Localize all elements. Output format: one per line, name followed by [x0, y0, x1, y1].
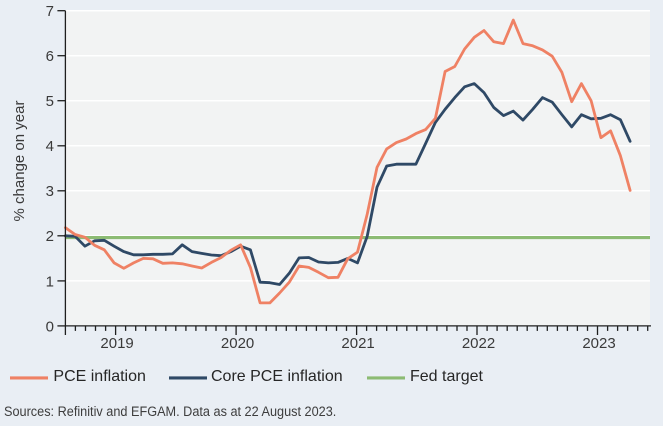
svg-text:2022: 2022 [462, 335, 495, 352]
svg-text:Core PCE inflation: Core PCE inflation [211, 368, 343, 385]
svg-text:2: 2 [46, 228, 54, 245]
svg-text:1: 1 [46, 273, 54, 290]
svg-text:4: 4 [46, 138, 54, 155]
svg-text:Sources: Refinitiv and EFGAM.: Sources: Refinitiv and EFGAM. Data as at… [4, 403, 336, 419]
svg-text:% change on year: % change on year [11, 101, 28, 222]
svg-text:2021: 2021 [341, 335, 374, 352]
svg-text:2019: 2019 [100, 335, 133, 352]
svg-text:5: 5 [46, 93, 54, 110]
svg-text:0: 0 [46, 318, 54, 335]
svg-text:7: 7 [46, 3, 54, 20]
svg-text:Fed target: Fed target [410, 368, 483, 385]
svg-text:2020: 2020 [221, 335, 254, 352]
svg-text:2023: 2023 [582, 335, 615, 352]
svg-text:6: 6 [46, 48, 54, 65]
svg-text:3: 3 [46, 183, 54, 200]
svg-text:PCE inflation: PCE inflation [53, 368, 145, 385]
